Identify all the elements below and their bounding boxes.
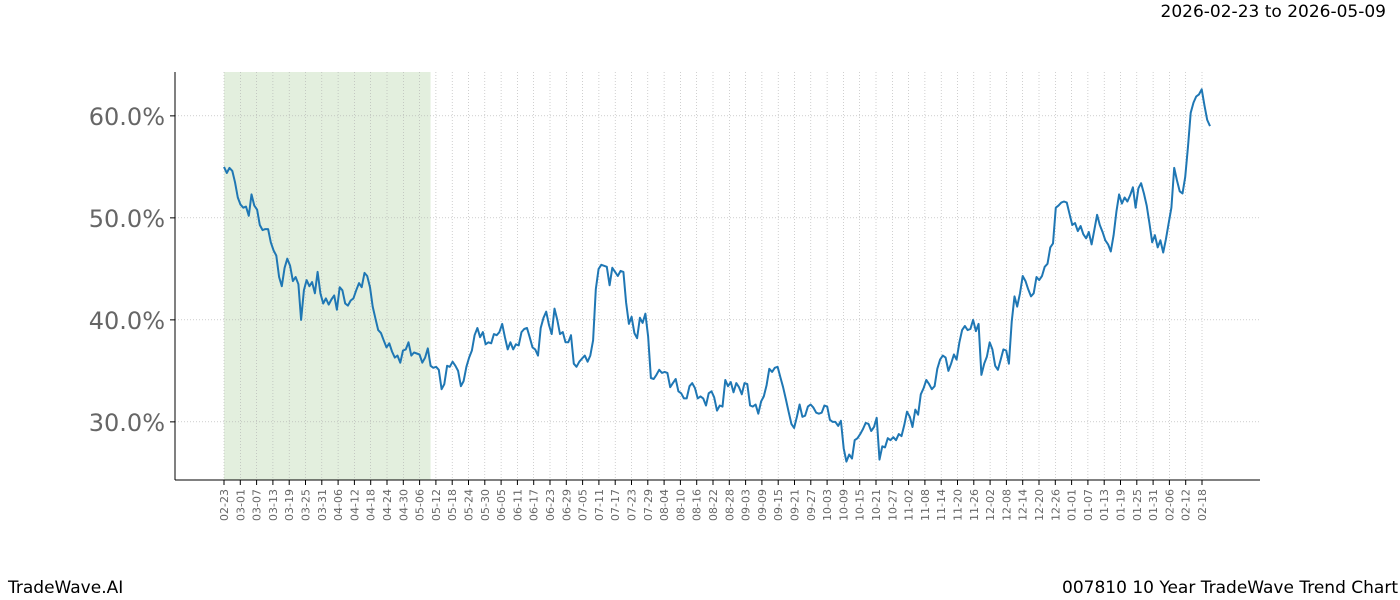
x-tick-label: 03-13 <box>267 489 280 521</box>
x-tick-label: 01-13 <box>1098 489 1111 521</box>
x-tick-label: 04-24 <box>381 489 394 521</box>
x-tick-label: 11-26 <box>968 489 981 521</box>
y-tick-label: 30.0% <box>89 409 165 437</box>
x-tick-label: 01-07 <box>1082 489 1095 521</box>
y-tick-label: 60.0% <box>89 103 165 131</box>
y-tick-label: 50.0% <box>89 205 165 233</box>
x-tick-label: 05-18 <box>446 489 459 521</box>
x-tick-label: 04-12 <box>348 489 361 521</box>
x-tick-label: 03-01 <box>234 489 247 521</box>
x-tick-label: 09-21 <box>789 489 802 521</box>
x-tick-label: 06-17 <box>528 489 541 521</box>
x-tick-label: 12-26 <box>1049 489 1062 521</box>
highlight-range <box>224 72 431 480</box>
x-tick-label: 10-03 <box>821 489 834 521</box>
x-tick-label: 06-23 <box>544 489 557 521</box>
x-tick-label: 02-06 <box>1163 489 1176 521</box>
x-tick-label: 07-17 <box>609 489 622 521</box>
x-tick-label: 09-09 <box>756 489 769 521</box>
x-tick-label: 07-05 <box>577 489 590 521</box>
x-tick-label: 07-23 <box>626 489 639 521</box>
x-tick-label: 02-18 <box>1196 489 1209 521</box>
series-line <box>223 88 1211 463</box>
x-tick-label: 09-03 <box>740 489 753 521</box>
x-tick-label: 02-23 <box>218 489 231 521</box>
x-tick-label: 04-18 <box>365 489 378 521</box>
x-tick-label: 07-11 <box>593 489 606 521</box>
x-tick-label: 06-29 <box>560 489 573 521</box>
x-tick-label: 08-22 <box>707 489 720 521</box>
horizontal-gridlines <box>175 115 1260 423</box>
x-tick-label: 02-12 <box>1180 489 1193 521</box>
x-tick-label: 12-20 <box>1033 489 1046 521</box>
x-tick-label: 11-14 <box>935 489 948 521</box>
x-tick-label: 11-20 <box>952 489 965 521</box>
x-tick-label: 05-12 <box>430 489 443 521</box>
x-tick-label: 03-19 <box>283 489 296 521</box>
x-tick-label: 04-06 <box>332 489 345 521</box>
x-tick-label: 03-31 <box>316 489 329 521</box>
x-tick-label: 06-11 <box>511 489 524 521</box>
x-tick-label: 10-21 <box>870 489 883 521</box>
x-tick-label: 10-15 <box>854 489 867 521</box>
y-ticks: 30.0% 40.0% 50.0% 60.0% <box>89 103 175 437</box>
brand-label: TradeWave.AI <box>8 578 124 598</box>
x-tick-label: 08-10 <box>674 489 687 521</box>
x-tick-label: 01-31 <box>1147 489 1160 521</box>
date-range-label: 2026-02-23 to 2026-05-09 <box>1160 2 1386 22</box>
x-tick-label: 11-02 <box>903 489 916 521</box>
x-tick-label: 09-27 <box>805 489 818 521</box>
x-tick-label: 09-15 <box>772 489 785 521</box>
x-tick-label: 03-07 <box>251 489 264 521</box>
x-tick-label: 10-09 <box>837 489 850 521</box>
x-tick-label: 05-30 <box>479 489 492 521</box>
vertical-gridlines <box>223 72 1203 480</box>
x-tick-label: 04-30 <box>397 489 410 521</box>
x-tick-label: 01-25 <box>1131 489 1144 521</box>
x-tick-label: 05-06 <box>414 489 427 521</box>
x-ticks: 02-23 03-01 03-07 03-13 03-19 03-25 03-31 04-06… <box>218 480 1209 521</box>
chart-caption: 007810 10 Year TradeWave Trend Chart <box>1062 578 1398 598</box>
x-tick-label: 03-25 <box>300 489 313 521</box>
x-tick-label: 12-08 <box>1000 489 1013 521</box>
x-tick-label: 01-01 <box>1066 489 1079 521</box>
x-tick-label: 11-08 <box>919 489 932 521</box>
x-tick-label: 07-29 <box>642 489 655 521</box>
x-tick-label: 12-02 <box>984 489 997 521</box>
x-tick-label: 01-19 <box>1115 489 1128 521</box>
x-tick-label: 10-27 <box>886 489 899 521</box>
x-tick-label: 05-24 <box>463 489 476 521</box>
x-tick-label: 12-14 <box>1017 489 1030 521</box>
x-tick-label: 06-05 <box>495 489 508 521</box>
x-tick-label: 08-04 <box>658 489 671 521</box>
x-tick-label: 08-16 <box>691 489 704 521</box>
y-tick-label: 40.0% <box>89 307 165 335</box>
x-tick-label: 08-28 <box>723 489 736 521</box>
